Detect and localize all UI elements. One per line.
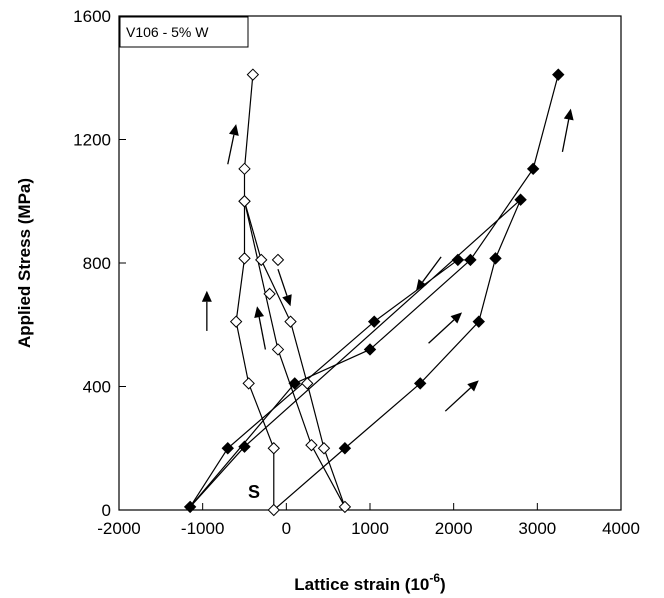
x-axis-label-close: )	[440, 575, 446, 594]
filled-diamond-point	[514, 193, 527, 206]
y-axis-label: Applied Stress (MPa)	[15, 178, 34, 348]
filled-diamond-point	[464, 253, 477, 267]
open-diamond-point	[246, 68, 260, 81]
x-axis-label-sup: -6	[429, 571, 440, 585]
filled-diamond-point	[367, 315, 381, 328]
series-markers	[183, 68, 565, 517]
direction-arrow	[227, 124, 239, 165]
open-diamond-point	[338, 500, 352, 514]
filled-diamond-point	[338, 442, 352, 455]
filled-diamond-point	[526, 162, 540, 176]
y-tick-label: 800	[83, 254, 111, 273]
series-1-line	[243, 201, 346, 508]
open-diamond-point	[238, 252, 251, 265]
open-diamond-point	[267, 503, 280, 517]
open-diamond-point	[271, 343, 285, 356]
filled-diamond-point	[489, 252, 502, 265]
filled-diamond-point	[183, 500, 197, 514]
filled-diamond-point	[221, 442, 234, 455]
filled-diamond-point	[288, 377, 301, 390]
direction-arrow	[416, 256, 442, 291]
y-tick-label: 1600	[73, 7, 111, 26]
annotation-s: S	[248, 482, 260, 502]
plot-frame	[118, 15, 622, 511]
x-tick-label: 0	[282, 519, 291, 538]
open-diamond-point	[238, 195, 251, 208]
x-axis-ticks: -2000 -1000 0 1000 2000 3000 4000	[97, 503, 640, 538]
filled-diamond-point	[451, 253, 465, 267]
open-diamond-point	[263, 287, 276, 301]
direction-arrow	[277, 268, 292, 307]
legend-box-text: V106 - 5% W	[126, 24, 209, 40]
open-diamond-point	[284, 315, 297, 328]
open-diamond-point	[317, 442, 331, 455]
open-diamond-point	[271, 253, 285, 267]
x-tick-label: 4000	[602, 519, 640, 538]
y-axis-ticks: 0 400 800 1200 1600	[73, 7, 126, 520]
filled-diamond-point	[413, 377, 427, 390]
x-tick-label: 3000	[518, 519, 556, 538]
open-diamond-point	[301, 377, 314, 390]
legend-box-frame	[119, 16, 249, 48]
filled-diamond-point	[472, 315, 485, 328]
filled-diamond-point	[552, 68, 565, 81]
open-diamond-point	[242, 377, 255, 390]
y-tick-label: 400	[83, 378, 111, 397]
x-tick-label: 1000	[351, 519, 389, 538]
direction-arrows	[201, 108, 574, 412]
series-2-line	[273, 199, 522, 511]
y-tick-label: 0	[102, 501, 111, 520]
y-tick-label: 1200	[73, 131, 111, 150]
legend-box: V106 - 5% W	[119, 16, 249, 48]
direction-arrow	[444, 380, 479, 412]
x-axis-label-main: Lattice strain (10	[294, 575, 429, 594]
open-diamond-point	[267, 442, 280, 455]
direction-arrow	[201, 290, 212, 331]
filled-diamond-point	[238, 440, 251, 453]
open-diamond-point	[238, 162, 251, 176]
series-1-line	[243, 201, 346, 508]
open-diamond-point	[255, 253, 268, 267]
filled-diamond-point	[363, 343, 377, 356]
direction-arrow	[428, 312, 463, 344]
x-tick-label: -2000	[97, 519, 140, 538]
open-diamond-point	[305, 438, 318, 452]
direction-arrow	[254, 306, 267, 350]
x-tick-label: -1000	[181, 519, 224, 538]
x-axis-label: Lattice strain (10-6)	[294, 571, 445, 594]
x-tick-label: 2000	[435, 519, 473, 538]
direction-arrow	[561, 108, 574, 152]
open-diamond-point	[229, 315, 243, 328]
